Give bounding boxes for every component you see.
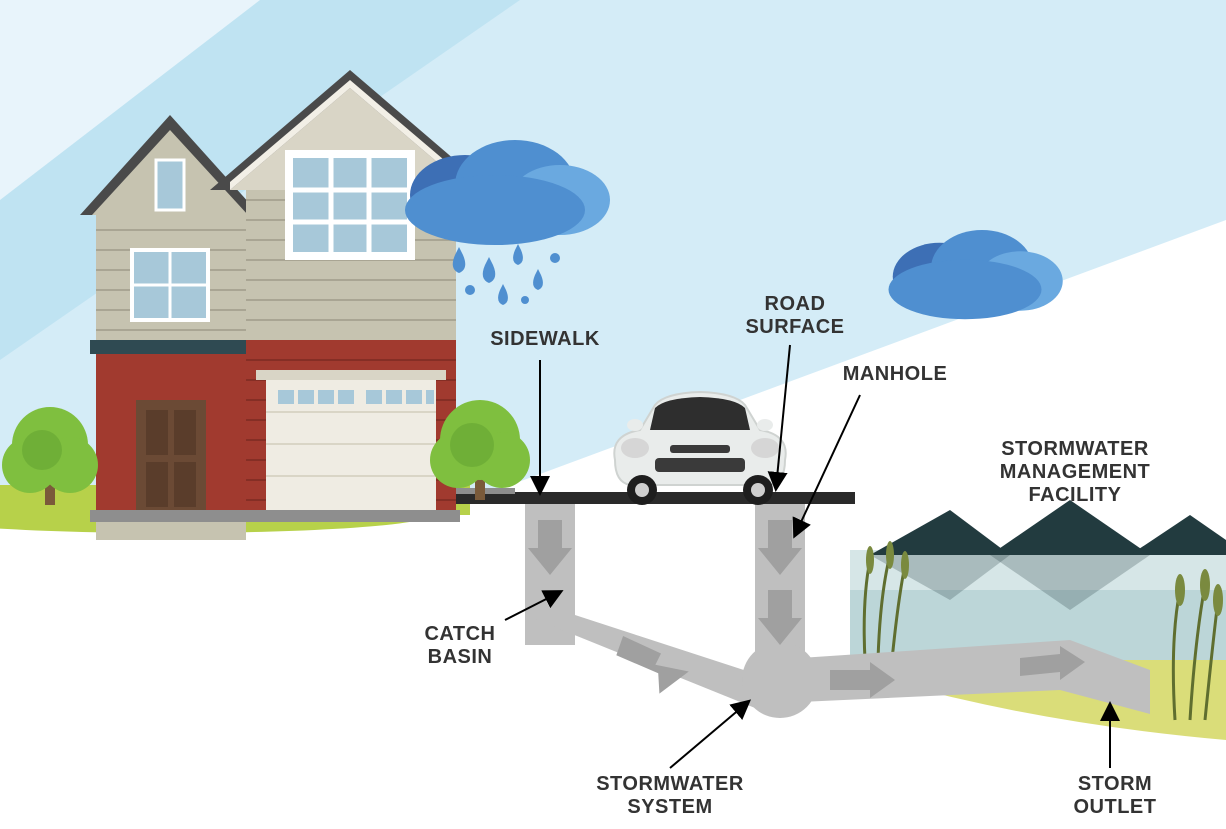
arrow-system <box>670 702 748 768</box>
label-stormwater-system: STORMWATER SYSTEM <box>560 773 780 819</box>
arrow-road <box>776 345 790 488</box>
stormwater-diagram: SIDEWALK ROAD SURFACE MANHOLE CATCH BASI… <box>0 0 1226 829</box>
arrow-catch-basin <box>505 592 560 620</box>
label-sidewalk: SIDEWALK <box>475 328 615 351</box>
label-catch-basin: CATCH BASIN <box>400 623 520 669</box>
label-storm-outlet: STORM OUTLET <box>1040 773 1190 819</box>
label-road-surface: ROAD SURFACE <box>720 293 870 339</box>
label-facility: STORMWATER MANAGEMENT FACILITY <box>960 438 1190 507</box>
arrow-layer <box>0 0 1226 829</box>
arrow-manhole <box>795 395 860 535</box>
label-manhole: MANHOLE <box>820 363 970 386</box>
